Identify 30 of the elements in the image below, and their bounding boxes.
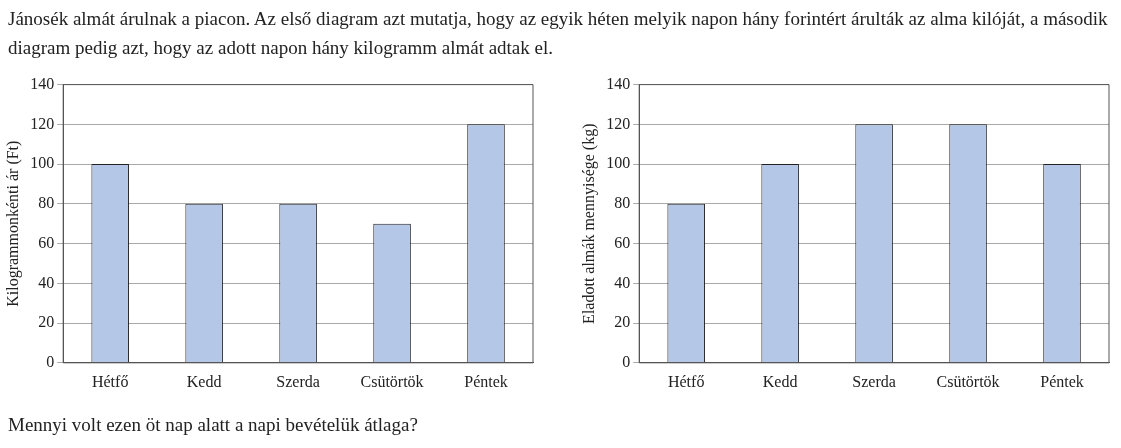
x-tick-label: Csütörtök <box>360 372 424 390</box>
y-tick-label: 60 <box>38 233 55 251</box>
y-tick-label: 0 <box>622 353 631 370</box>
y-tick-label: 20 <box>614 313 631 331</box>
x-tick-label: Hétfő <box>91 372 129 390</box>
x-tick-label: Szerda <box>276 372 320 390</box>
x-tick-label: Hétfő <box>667 372 705 390</box>
y-tick-label: 120 <box>606 114 631 132</box>
y-axis-title: Kilogrammonkénti ár (Ft) <box>3 140 22 307</box>
x-tick-label: Kedd <box>762 372 798 390</box>
x-tick-label: Kedd <box>186 372 222 390</box>
x-tick-label: Csütörtök <box>936 372 1000 390</box>
y-tick-label: 20 <box>38 313 55 331</box>
x-tick-label: Szerda <box>852 372 896 390</box>
y-tick-label: 100 <box>606 154 631 172</box>
y-tick-label: 0 <box>46 353 55 370</box>
y-tick-label: 40 <box>38 273 55 291</box>
y-tick-label: 120 <box>30 114 55 132</box>
y-tick-label: 140 <box>30 74 55 92</box>
x-tick-label: Péntek <box>464 372 508 390</box>
y-tick-label: 100 <box>30 154 55 172</box>
y-tick-label: 80 <box>614 194 631 212</box>
y-tick-label: 80 <box>38 194 55 212</box>
y-tick-label: 40 <box>614 273 631 291</box>
text: Jánosék almát árulnak a piacon. Az első diagram azt mutatja, hogy az egyik héten melyik napon hány forintért árulták az alma kilóját, a második diagram pedig azt, hogy az adott napon hány kilogramm almát adtak el. <box>8 7 1109 60</box>
y-axis-title: Eladott almák mennyisége (kg) <box>579 123 598 324</box>
y-tick-label: 60 <box>614 233 631 251</box>
y-tick-label: 140 <box>606 74 631 92</box>
x-tick-label: Péntek <box>1040 372 1084 390</box>
text: Mennyi volt ezen öt nap alatt a napi bevételük átlaga? <box>8 413 419 437</box>
